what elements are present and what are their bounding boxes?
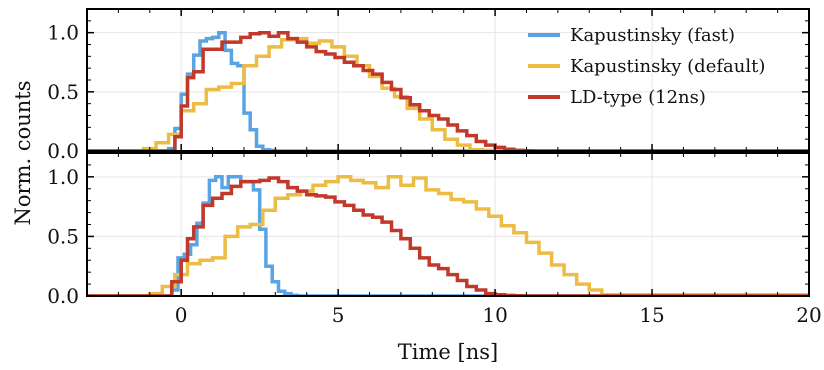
x-tick-label: 5 [332, 303, 345, 327]
y-tick-label: 1.0 [47, 21, 79, 45]
x-tick-label: 10 [482, 303, 507, 327]
x-tick-label: 0 [175, 303, 188, 327]
y-tick-label: 0.0 [47, 284, 79, 308]
y-axis-label: Norm. counts [11, 81, 35, 226]
series-line-kapustinsky-default [87, 36, 809, 151]
legend: Kapustinsky (fast) Kapustinsky (default) L… [528, 25, 765, 108]
legend-label-kapustinsky-fast: Kapustinsky (fast) [570, 25, 735, 46]
lower-panel: 0.0 0.5 1.0 [47, 152, 810, 308]
series-line-ld-type-12ns [87, 30, 809, 151]
series-line-kapustinsky-fast [87, 30, 809, 151]
legend-label-kapustinsky-default: Kapustinsky (default) [570, 56, 765, 77]
legend-label-ld-type-12ns: LD-type (12ns) [570, 87, 706, 108]
series-line-kapustinsky-fast [87, 175, 809, 296]
x-axis-label: Time [ns] [398, 340, 498, 364]
upper-panel: 0.0 0.5 1.0 [47, 8, 810, 163]
y-tick-label: 1.0 [47, 165, 79, 189]
y-tick-label: 0.0 [47, 139, 79, 163]
y-tick-label: 0.5 [47, 80, 79, 104]
x-tick-label: 15 [639, 303, 664, 327]
y-tick-label: 0.5 [47, 224, 79, 248]
series-line-ld-type-12ns [87, 176, 809, 296]
x-tick-labels: 0 5 10 15 20 [175, 303, 822, 327]
x-tick-label: 20 [796, 303, 821, 327]
series-line-kapustinsky-default [87, 175, 809, 296]
